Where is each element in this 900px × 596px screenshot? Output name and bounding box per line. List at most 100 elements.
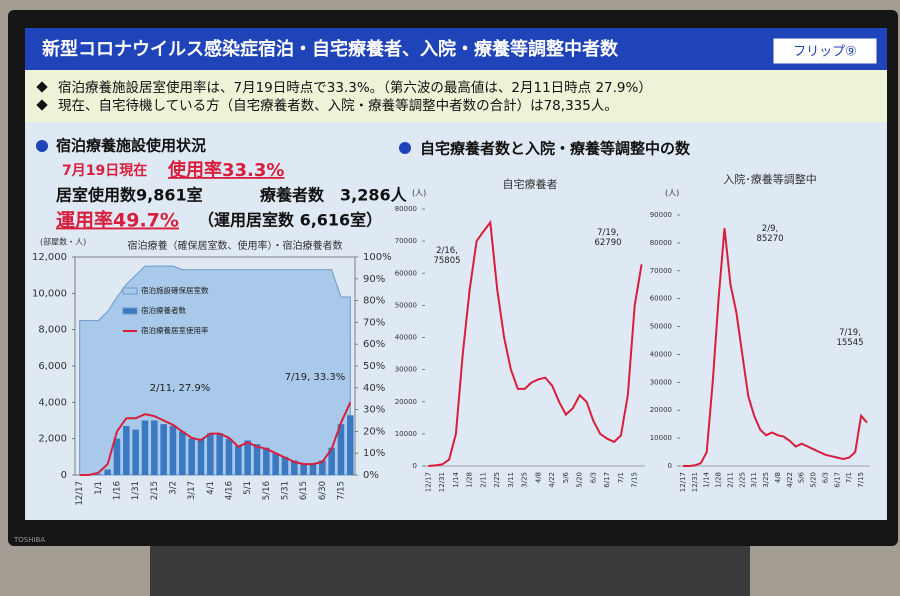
x-tick-label: 5/6 (798, 471, 806, 483)
y2-tick-label: 50% (363, 361, 385, 372)
x-tick-label: 1/14 (452, 471, 460, 487)
x-tick-label: 7/15 (857, 472, 865, 488)
heading-dot (36, 140, 48, 152)
x-tick-label: 4/22 (548, 472, 556, 488)
y2-tick-label: 40% (363, 383, 385, 394)
x-tick-label: 12/17 (679, 472, 687, 492)
axis-unit: (人) (665, 189, 679, 198)
annotation: 7/19, 33.3% (285, 372, 346, 383)
x-tick-label: 4/8 (774, 472, 782, 483)
bar (244, 440, 251, 475)
use-rate: 使用率33.3% (167, 159, 284, 181)
bar (207, 433, 214, 475)
y-tick-label: 80000 (650, 239, 672, 247)
title: 新型コロナウイルス感染症宿泊・自宅療養者、入院・療養等調整中者数 (42, 38, 619, 60)
bar (151, 420, 158, 475)
x-tick-label: 2/25 (493, 472, 501, 488)
bullet: 宿泊療養施設居室使用率は、7月19日時点で33.3%。（第六波の最高値は、2月1… (58, 79, 652, 96)
x-tick-label: 5/20 (576, 472, 584, 488)
annotation: 7/19, 15545 (836, 328, 863, 348)
x-tick-label: 6/3 (821, 472, 829, 483)
x-tick-label: 12/17 (75, 481, 85, 506)
right-heading: 自宅療養者数と入院・療養等調整中の数 (420, 140, 691, 158)
annotation: 2/16, 75805 (433, 246, 460, 266)
bar (263, 447, 270, 475)
y2-tick-label: 30% (363, 405, 385, 416)
x-tick-label: 7/15 (337, 481, 347, 500)
x-tick-label: 4/1 (206, 481, 216, 495)
x-tick-label: 12/31 (438, 472, 446, 492)
bar (300, 464, 307, 475)
annotation: 7/19, 62790 (594, 228, 621, 248)
y-tick-label: 10000 (650, 434, 672, 442)
legend-box (132, 281, 262, 341)
x-tick-label: 3/11 (750, 472, 758, 488)
bar (309, 464, 317, 475)
bullet-area (25, 70, 887, 122)
y-tick-label: 30000 (395, 366, 417, 374)
x-tick-label: 4/8 (534, 472, 542, 483)
legend-label: 宿泊施設確保居室数 (141, 285, 209, 295)
y-tick-label: 8,000 (38, 325, 67, 336)
y-tick-label: 70000 (395, 237, 417, 245)
bar (291, 460, 298, 475)
x-tick-label: 5/6 (562, 471, 570, 483)
date: 7月19日現在 (62, 162, 147, 179)
legend-swatch (122, 287, 138, 295)
x-tick-label: 3/2 (169, 481, 179, 495)
y-tick-label: 60000 (650, 295, 672, 303)
y-tick-label: 0 (61, 470, 67, 481)
bar (235, 445, 242, 475)
line (428, 219, 643, 467)
op-rooms: （運用居室数 6,616室） (198, 211, 382, 230)
y2-tick-label: 10% (363, 448, 385, 459)
bar (104, 469, 111, 475)
bar (225, 438, 233, 475)
x-tick-label: 6/17 (603, 472, 611, 488)
bar (123, 425, 130, 475)
bar (169, 425, 177, 475)
chart-title: 自宅療養者 (503, 177, 558, 191)
bar (179, 431, 186, 475)
axis-unit: (部屋数・人) (40, 237, 86, 247)
bar (253, 444, 261, 475)
y-tick-label: 10,000 (32, 288, 67, 299)
bar (113, 438, 121, 475)
bar (197, 438, 205, 475)
bar (319, 460, 326, 475)
op-rate: 運用率49.7% (56, 209, 179, 232)
y2-tick-label: 90% (363, 274, 385, 285)
bullet-marker (36, 81, 48, 93)
heading-dot (399, 142, 411, 154)
bar (337, 424, 345, 475)
x-tick-label: 5/20 (810, 472, 818, 488)
bullet-marker (36, 99, 48, 111)
bar (216, 433, 223, 475)
y-tick-label: 90000 (650, 211, 672, 219)
x-tick-label: 6/3 (589, 472, 597, 483)
x-tick-label: 3/25 (762, 472, 770, 488)
axis-unit: (人) (412, 189, 426, 198)
y-tick-label: 4,000 (38, 397, 67, 408)
bar (132, 429, 139, 475)
y2-tick-label: 0% (363, 470, 379, 481)
y-tick-label: 20000 (395, 398, 417, 406)
line (683, 228, 868, 467)
x-tick-label: 1/31 (131, 481, 141, 500)
x-tick-label: 6/30 (318, 481, 328, 500)
x-tick-label: 4/16 (225, 481, 235, 500)
x-tick-label: 1/28 (466, 472, 474, 488)
y2-tick-label: 100% (363, 252, 392, 263)
x-tick-label: 7/1 (845, 472, 853, 483)
flip-box (772, 37, 878, 65)
x-tick-label: 4/22 (786, 472, 794, 488)
left-heading: 宿泊療養施設使用状況 (56, 137, 206, 155)
x-tick-label: 5/1 (243, 481, 253, 495)
x-tick-label: 12/31 (691, 472, 699, 492)
bar (160, 424, 167, 475)
y-tick-label: 50000 (650, 323, 672, 331)
annotation: 2/9, 85270 (756, 224, 783, 244)
y-tick-label: 50000 (395, 301, 417, 309)
